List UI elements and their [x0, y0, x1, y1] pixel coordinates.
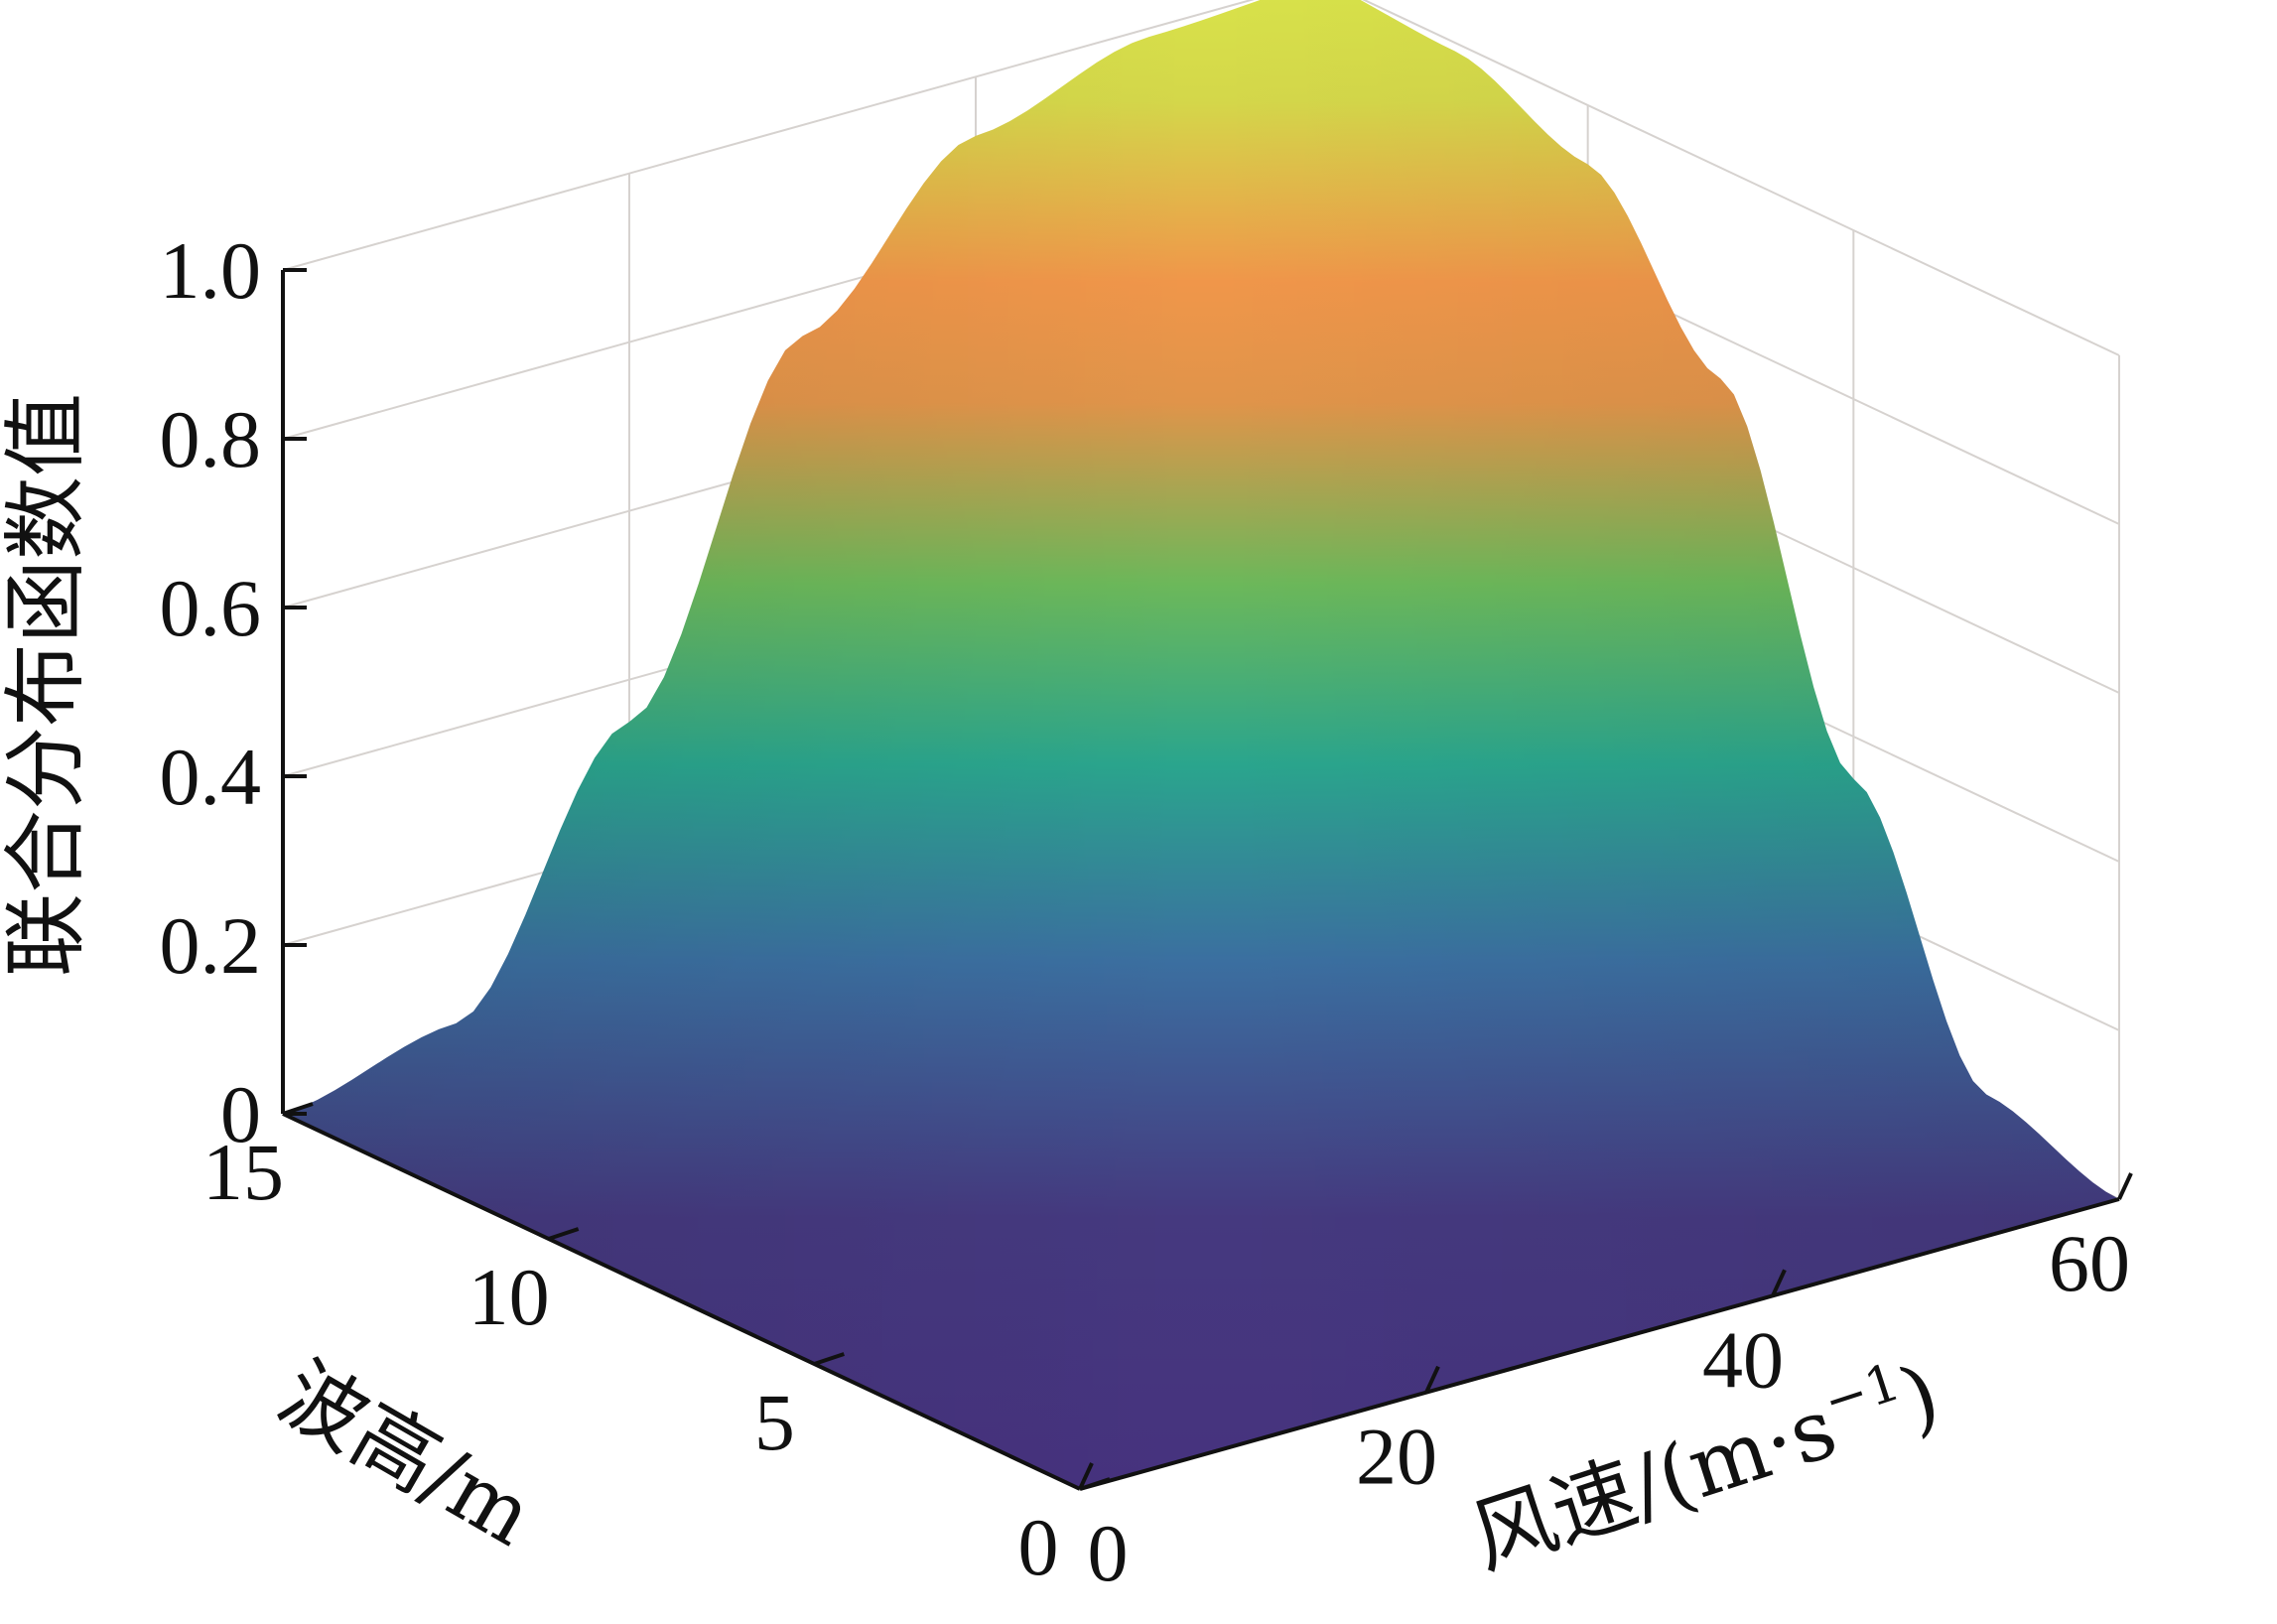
y-tick-label: 15 — [202, 1127, 284, 1217]
surface — [283, 0, 2119, 1489]
y-tick — [1079, 1477, 1111, 1491]
x-axis-line — [1079, 1197, 2120, 1491]
tick-labels: 0 0.2 0.4 0.6 0.8 1.0 0 20 40 60 0 5 10 15 — [160, 225, 2131, 1598]
z-axis-title: 联合分布函数值 — [0, 393, 94, 977]
x-tick-label: 40 — [1702, 1314, 1784, 1405]
x-tick-label: 20 — [1356, 1412, 1437, 1502]
y-tick — [813, 1352, 845, 1366]
z-tick-label: 0.8 — [160, 394, 262, 484]
x-tick-label: 60 — [2049, 1218, 2130, 1308]
x-tick — [1424, 1365, 1440, 1394]
x-axis-title-main: 风速/(m·s — [1460, 1379, 1847, 1587]
axes — [281, 268, 2133, 1491]
y-tick-label: 0 — [1018, 1502, 1059, 1592]
y-tick-label: 10 — [469, 1252, 550, 1342]
z-tick-label: 0.2 — [160, 900, 262, 991]
x-tick — [1078, 1462, 1094, 1490]
grid-line — [282, 0, 1256, 271]
y-axis-title-text: 波高/m — [264, 1343, 550, 1564]
y-axis-line — [282, 1112, 1081, 1491]
grid-line — [1362, 0, 2120, 356]
y-tick-label: 5 — [754, 1377, 795, 1467]
z-tick-label: 1.0 — [160, 225, 262, 316]
x-tick — [2117, 1172, 2133, 1200]
y-tick — [548, 1227, 580, 1241]
z-tick-label: 0.6 — [160, 563, 262, 653]
z-axis-title-text: 联合分布函数值 — [0, 393, 94, 977]
x-tick — [1771, 1269, 1787, 1297]
surface-shading — [283, 0, 2119, 1489]
z-tick-label: 0.4 — [160, 732, 262, 822]
x-tick-label: 0 — [1088, 1508, 1129, 1598]
z-tick-label: 0 — [220, 1069, 261, 1159]
y-axis-title: 波高/m — [264, 1343, 550, 1564]
